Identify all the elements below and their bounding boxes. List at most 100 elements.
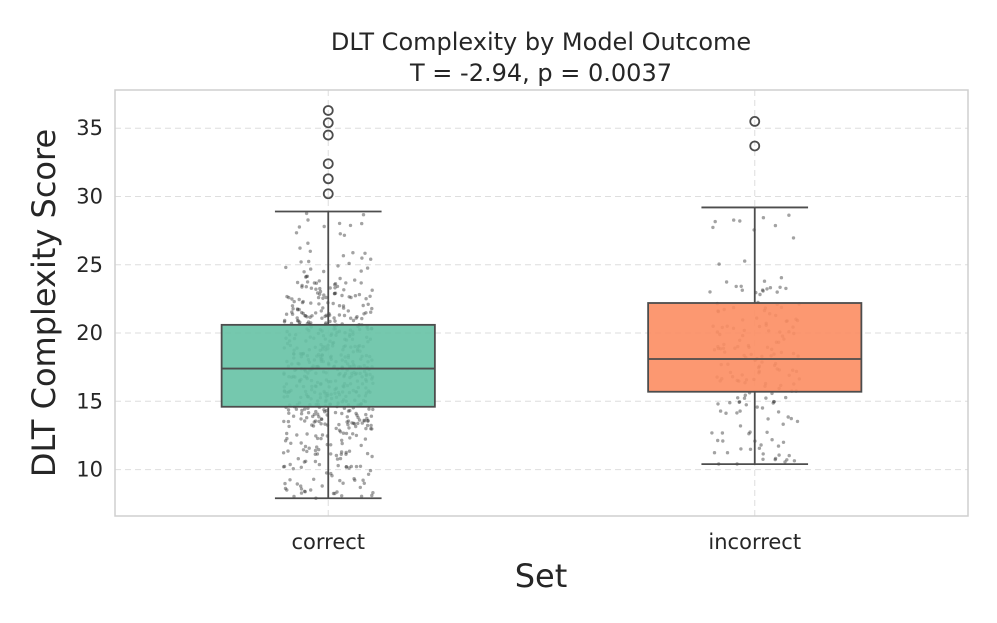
jitter-point <box>298 246 302 250</box>
jitter-point <box>336 264 340 268</box>
jitter-point <box>305 280 310 284</box>
jitter-point <box>320 417 324 421</box>
jitter-point <box>765 430 769 434</box>
jitter-point <box>301 448 306 452</box>
jitter-point <box>760 288 765 292</box>
jitter-point <box>306 218 310 222</box>
jitter-point <box>346 422 350 427</box>
jitter-point <box>312 420 316 424</box>
jitter-point <box>299 412 304 416</box>
jitter-point <box>296 457 300 461</box>
jitter-point <box>368 468 373 473</box>
jitter-point <box>317 447 321 452</box>
jitter-point <box>320 484 324 488</box>
jitter-point <box>282 464 287 469</box>
jitter-point <box>338 276 342 281</box>
jitter-point <box>369 414 374 418</box>
jitter-point <box>333 291 338 295</box>
jitter-point <box>716 402 720 406</box>
jitter-point <box>297 307 301 312</box>
jitter-point <box>736 396 740 400</box>
jitter-point <box>360 221 364 226</box>
jitter-point <box>313 419 318 423</box>
jitter-point <box>295 316 299 320</box>
jitter-point <box>773 457 777 462</box>
jitter-point <box>301 299 305 304</box>
jitter-point <box>292 299 296 304</box>
jitter-point <box>332 291 337 296</box>
jitter-point <box>290 310 294 314</box>
jitter-point <box>328 286 332 290</box>
jitter-point <box>317 462 322 467</box>
jitter-point <box>738 424 743 428</box>
jitter-point <box>297 297 301 302</box>
jitter-point <box>739 447 743 451</box>
jitter-point <box>309 488 313 492</box>
x-tick-label: incorrect <box>708 530 801 554</box>
jitter-point <box>350 421 354 425</box>
jitter-point <box>321 306 325 310</box>
jitter-point <box>317 419 321 424</box>
jitter-point <box>320 433 325 437</box>
jitter-point <box>320 316 324 320</box>
jitter-point <box>735 411 739 415</box>
jitter-point <box>354 316 358 320</box>
jitter-point <box>318 292 322 296</box>
jitter-point <box>364 297 368 301</box>
jitter-point <box>371 491 375 495</box>
jitter-point <box>304 274 308 279</box>
jitter-point <box>283 486 288 491</box>
jitter-point <box>716 438 720 443</box>
jitter-point <box>304 275 308 279</box>
jitter-point <box>305 416 309 420</box>
jitter-point <box>324 313 328 317</box>
jitter-point <box>344 465 349 469</box>
jitter-point <box>785 458 789 462</box>
jitter-point <box>287 295 291 300</box>
y-tick-label: 10 <box>76 458 103 482</box>
jitter-point <box>324 295 328 300</box>
jitter-point <box>737 400 742 404</box>
jitter-point <box>337 422 341 427</box>
jitter-point <box>738 219 742 223</box>
jitter-point <box>777 453 781 457</box>
jitter-point <box>341 306 346 310</box>
jitter-point <box>712 451 717 455</box>
jitter-point <box>311 414 315 419</box>
jitter-point <box>766 417 770 421</box>
jitter-point <box>362 419 367 423</box>
jitter-point <box>724 280 729 284</box>
jitter-point <box>348 436 352 440</box>
jitter-point <box>295 307 300 311</box>
jitter-point <box>344 450 348 455</box>
jitter-point <box>299 441 303 445</box>
jitter-point <box>347 449 352 453</box>
jitter-point <box>337 313 342 317</box>
jitter-point <box>288 478 292 482</box>
jitter-point <box>285 431 289 436</box>
jitter-point <box>354 424 358 429</box>
jitter-point <box>348 223 353 228</box>
jitter-point <box>286 408 291 412</box>
jitter-point <box>289 441 293 445</box>
jitter-point <box>299 487 304 491</box>
jitter-point <box>303 490 307 494</box>
jitter-point <box>302 489 307 493</box>
jitter-point <box>288 462 292 467</box>
jitter-point <box>316 295 321 300</box>
jitter-point <box>316 412 320 416</box>
jitter-point <box>742 396 747 400</box>
jitter-point <box>772 399 776 404</box>
jitter-point <box>296 319 301 323</box>
jitter-point <box>344 452 348 456</box>
jitter-point <box>290 297 294 301</box>
jitter-point <box>296 308 300 312</box>
jitter-point <box>333 319 337 323</box>
jitter-point <box>300 283 304 288</box>
jitter-point <box>299 484 303 488</box>
jitter-point <box>369 423 373 428</box>
chart-title: DLT Complexity by Model Outcome <box>331 28 751 56</box>
jitter-point <box>354 464 359 469</box>
jitter-point <box>784 395 788 400</box>
jitter-point <box>319 422 323 426</box>
